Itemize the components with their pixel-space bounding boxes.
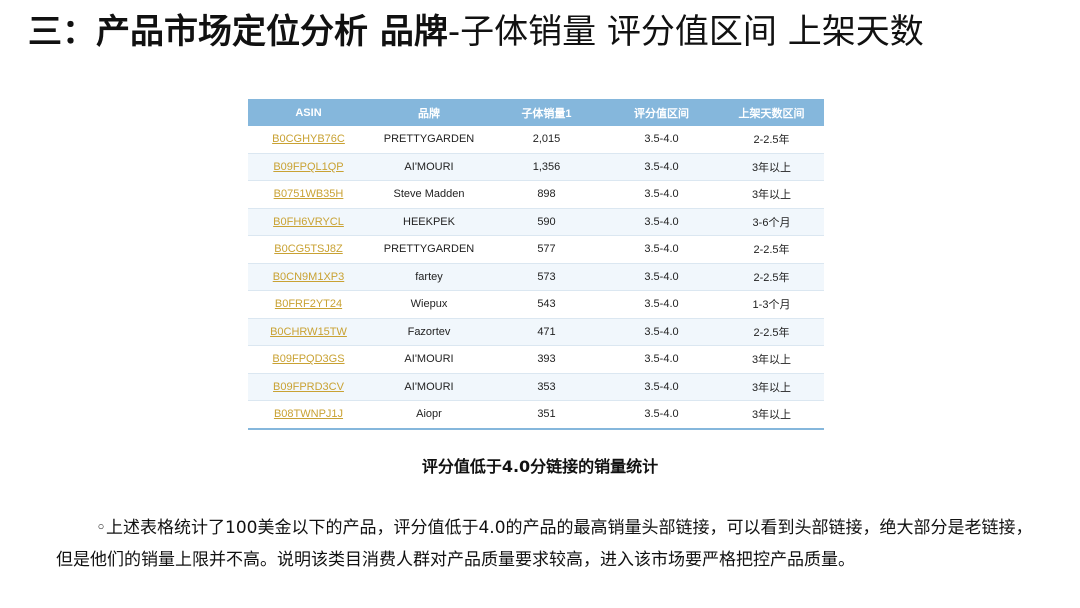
sales-cell: 2,015 xyxy=(489,126,604,154)
table-body: B0CGHYB76C PRETTYGARDEN 2,015 3.5-4.0 2-2.5年… xyxy=(248,126,824,430)
asin-cell: B09FPRD3CV xyxy=(248,373,369,401)
table-row: B09FPQL1QP AI'MOURI 1,356 3.5-4.0 3年以上 xyxy=(248,153,824,181)
slide-title: 三：产品市场定位分析 品牌-子体销量 评分值区间 上架天数 xyxy=(28,8,924,56)
table-row: B09FPRD3CV AI'MOURI 353 3.5-4.0 3年以上 xyxy=(248,373,824,401)
bullet-glyph: ◦ xyxy=(96,518,107,538)
rating-cell: 3.5-4.0 xyxy=(604,180,719,209)
sales-cell: 898 xyxy=(489,180,604,209)
brand-cell: HEEKPEK xyxy=(369,208,489,236)
asin-cell: B09FPQL1QP xyxy=(248,153,369,181)
table-row: B0751WB35H Steve Madden 898 3.5-4.0 3年以上 xyxy=(248,180,824,209)
days-cell: 3-6个月 xyxy=(719,208,824,236)
summary-text: 上述表格统计了100美金以下的产品，评分值低于4.0的产品的最高销量头部链接，可… xyxy=(56,518,1033,570)
sales-cell: 351 xyxy=(489,400,604,430)
header-rating-range: 评分值区间 xyxy=(604,99,719,126)
brand-cell: AI'MOURI xyxy=(369,153,489,181)
days-cell: 2-2.5年 xyxy=(719,235,824,264)
rating-cell: 3.5-4.0 xyxy=(604,345,719,374)
brand-cell: Wiepux xyxy=(369,290,489,319)
days-cell: 2-2.5年 xyxy=(719,318,824,346)
asin-link[interactable]: B09FPQD3GS xyxy=(272,353,345,366)
table-header-row: ASIN 品牌 子体销量1 评分值区间 上架天数区间 xyxy=(248,99,824,126)
sales-cell: 393 xyxy=(489,345,604,374)
asin-cell: B0CN9M1XP3 xyxy=(248,263,369,291)
days-cell: 2-2.5年 xyxy=(719,263,824,291)
days-cell: 3年以上 xyxy=(719,345,824,374)
asin-link[interactable]: B08TWNPJ1J xyxy=(273,408,344,421)
brand-cell: PRETTYGARDEN xyxy=(369,126,489,154)
sales-table: ASIN 品牌 子体销量1 评分值区间 上架天数区间 B0CGHYB76C PRE… xyxy=(248,99,824,430)
rating-cell: 3.5-4.0 xyxy=(604,318,719,346)
header-listing-days: 上架天数区间 xyxy=(719,99,824,126)
table-caption: 评分值低于4.0分链接的销量统计 xyxy=(421,457,659,476)
brand-cell: Fazortev xyxy=(369,318,489,346)
table-row: B08TWNPJ1J Aiopr 351 3.5-4.0 3年以上 xyxy=(248,400,824,430)
header-brand: 品牌 xyxy=(369,99,489,126)
asin-link[interactable]: B0FRF2YT24 xyxy=(274,298,343,311)
asin-link[interactable]: B0CG5TSJ8Z xyxy=(274,243,343,256)
header-asin: ASIN xyxy=(248,99,369,126)
asin-link[interactable]: B0CN9M1XP3 xyxy=(272,270,345,283)
asin-link[interactable]: B0CGHYB76C xyxy=(272,133,345,146)
table-row: B0CHRW15TW Fazortev 471 3.5-4.0 2-2.5年 xyxy=(248,318,824,346)
asin-cell: B0FH6VRYCL xyxy=(248,208,369,236)
title-bold-part: 三：产品市场定位分析 品牌 xyxy=(28,12,448,52)
rating-cell: 3.5-4.0 xyxy=(604,263,719,291)
rating-cell: 3.5-4.0 xyxy=(604,208,719,236)
sales-cell: 543 xyxy=(489,290,604,319)
table-row: B0CN9M1XP3 fartey 573 3.5-4.0 2-2.5年 xyxy=(248,263,824,291)
table-row: B0FRF2YT24 Wiepux 543 3.5-4.0 1-3个月 xyxy=(248,290,824,319)
rating-cell: 3.5-4.0 xyxy=(604,400,719,430)
asin-cell: B0FRF2YT24 xyxy=(248,290,369,319)
days-cell: 3年以上 xyxy=(719,153,824,181)
rating-cell: 3.5-4.0 xyxy=(604,153,719,181)
table-row: B0CG5TSJ8Z PRETTYGARDEN 577 3.5-4.0 2-2.5年 xyxy=(248,235,824,264)
brand-cell: PRETTYGARDEN xyxy=(369,235,489,264)
rating-cell: 3.5-4.0 xyxy=(604,373,719,401)
table-row: B09FPQD3GS AI'MOURI 393 3.5-4.0 3年以上 xyxy=(248,345,824,374)
rating-cell: 3.5-4.0 xyxy=(604,126,719,154)
asin-cell: B0CGHYB76C xyxy=(248,126,369,154)
sales-table-container: ASIN 品牌 子体销量1 评分值区间 上架天数区间 B0CGHYB76C PRE… xyxy=(248,99,824,430)
table-row: B0FH6VRYCL HEEKPEK 590 3.5-4.0 3-6个月 xyxy=(248,208,824,236)
days-cell: 3年以上 xyxy=(719,180,824,209)
asin-cell: B0751WB35H xyxy=(248,180,369,209)
days-cell: 3年以上 xyxy=(719,400,824,430)
table-row: B0CGHYB76C PRETTYGARDEN 2,015 3.5-4.0 2-2.5年 xyxy=(248,126,824,154)
asin-link[interactable]: B0CHRW15TW xyxy=(270,325,347,338)
sales-cell: 353 xyxy=(489,373,604,401)
rating-cell: 3.5-4.0 xyxy=(604,290,719,319)
summary-paragraph: ◦上述表格统计了100美金以下的产品，评分值低于4.0的产品的最高销量头部链接，… xyxy=(56,512,1046,576)
sales-cell: 577 xyxy=(489,235,604,264)
brand-cell: Aiopr xyxy=(369,400,489,430)
sales-cell: 471 xyxy=(489,318,604,346)
rating-cell: 3.5-4.0 xyxy=(604,235,719,264)
days-cell: 1-3个月 xyxy=(719,290,824,319)
brand-cell: fartey xyxy=(369,263,489,291)
sales-cell: 590 xyxy=(489,208,604,236)
sales-cell: 1,356 xyxy=(489,153,604,181)
asin-cell: B08TWNPJ1J xyxy=(248,400,369,430)
asin-link[interactable]: B09FPRD3CV xyxy=(273,380,344,393)
asin-link[interactable]: B0751WB35H xyxy=(273,188,344,201)
asin-link[interactable]: B0FH6VRYCL xyxy=(273,215,344,228)
days-cell: 3年以上 xyxy=(719,373,824,401)
title-normal-part: -子体销量 评分值区间 上架天数 xyxy=(447,12,924,52)
asin-cell: B09FPQD3GS xyxy=(248,345,369,374)
asin-cell: B0CG5TSJ8Z xyxy=(248,235,369,264)
days-cell: 2-2.5年 xyxy=(719,126,824,154)
header-child-sales: 子体销量1 xyxy=(489,99,604,126)
sales-cell: 573 xyxy=(489,263,604,291)
brand-cell: Steve Madden xyxy=(369,180,489,209)
asin-link[interactable]: B09FPQL1QP xyxy=(273,160,344,173)
brand-cell: AI'MOURI xyxy=(369,345,489,374)
brand-cell: AI'MOURI xyxy=(369,373,489,401)
asin-cell: B0CHRW15TW xyxy=(248,318,369,346)
